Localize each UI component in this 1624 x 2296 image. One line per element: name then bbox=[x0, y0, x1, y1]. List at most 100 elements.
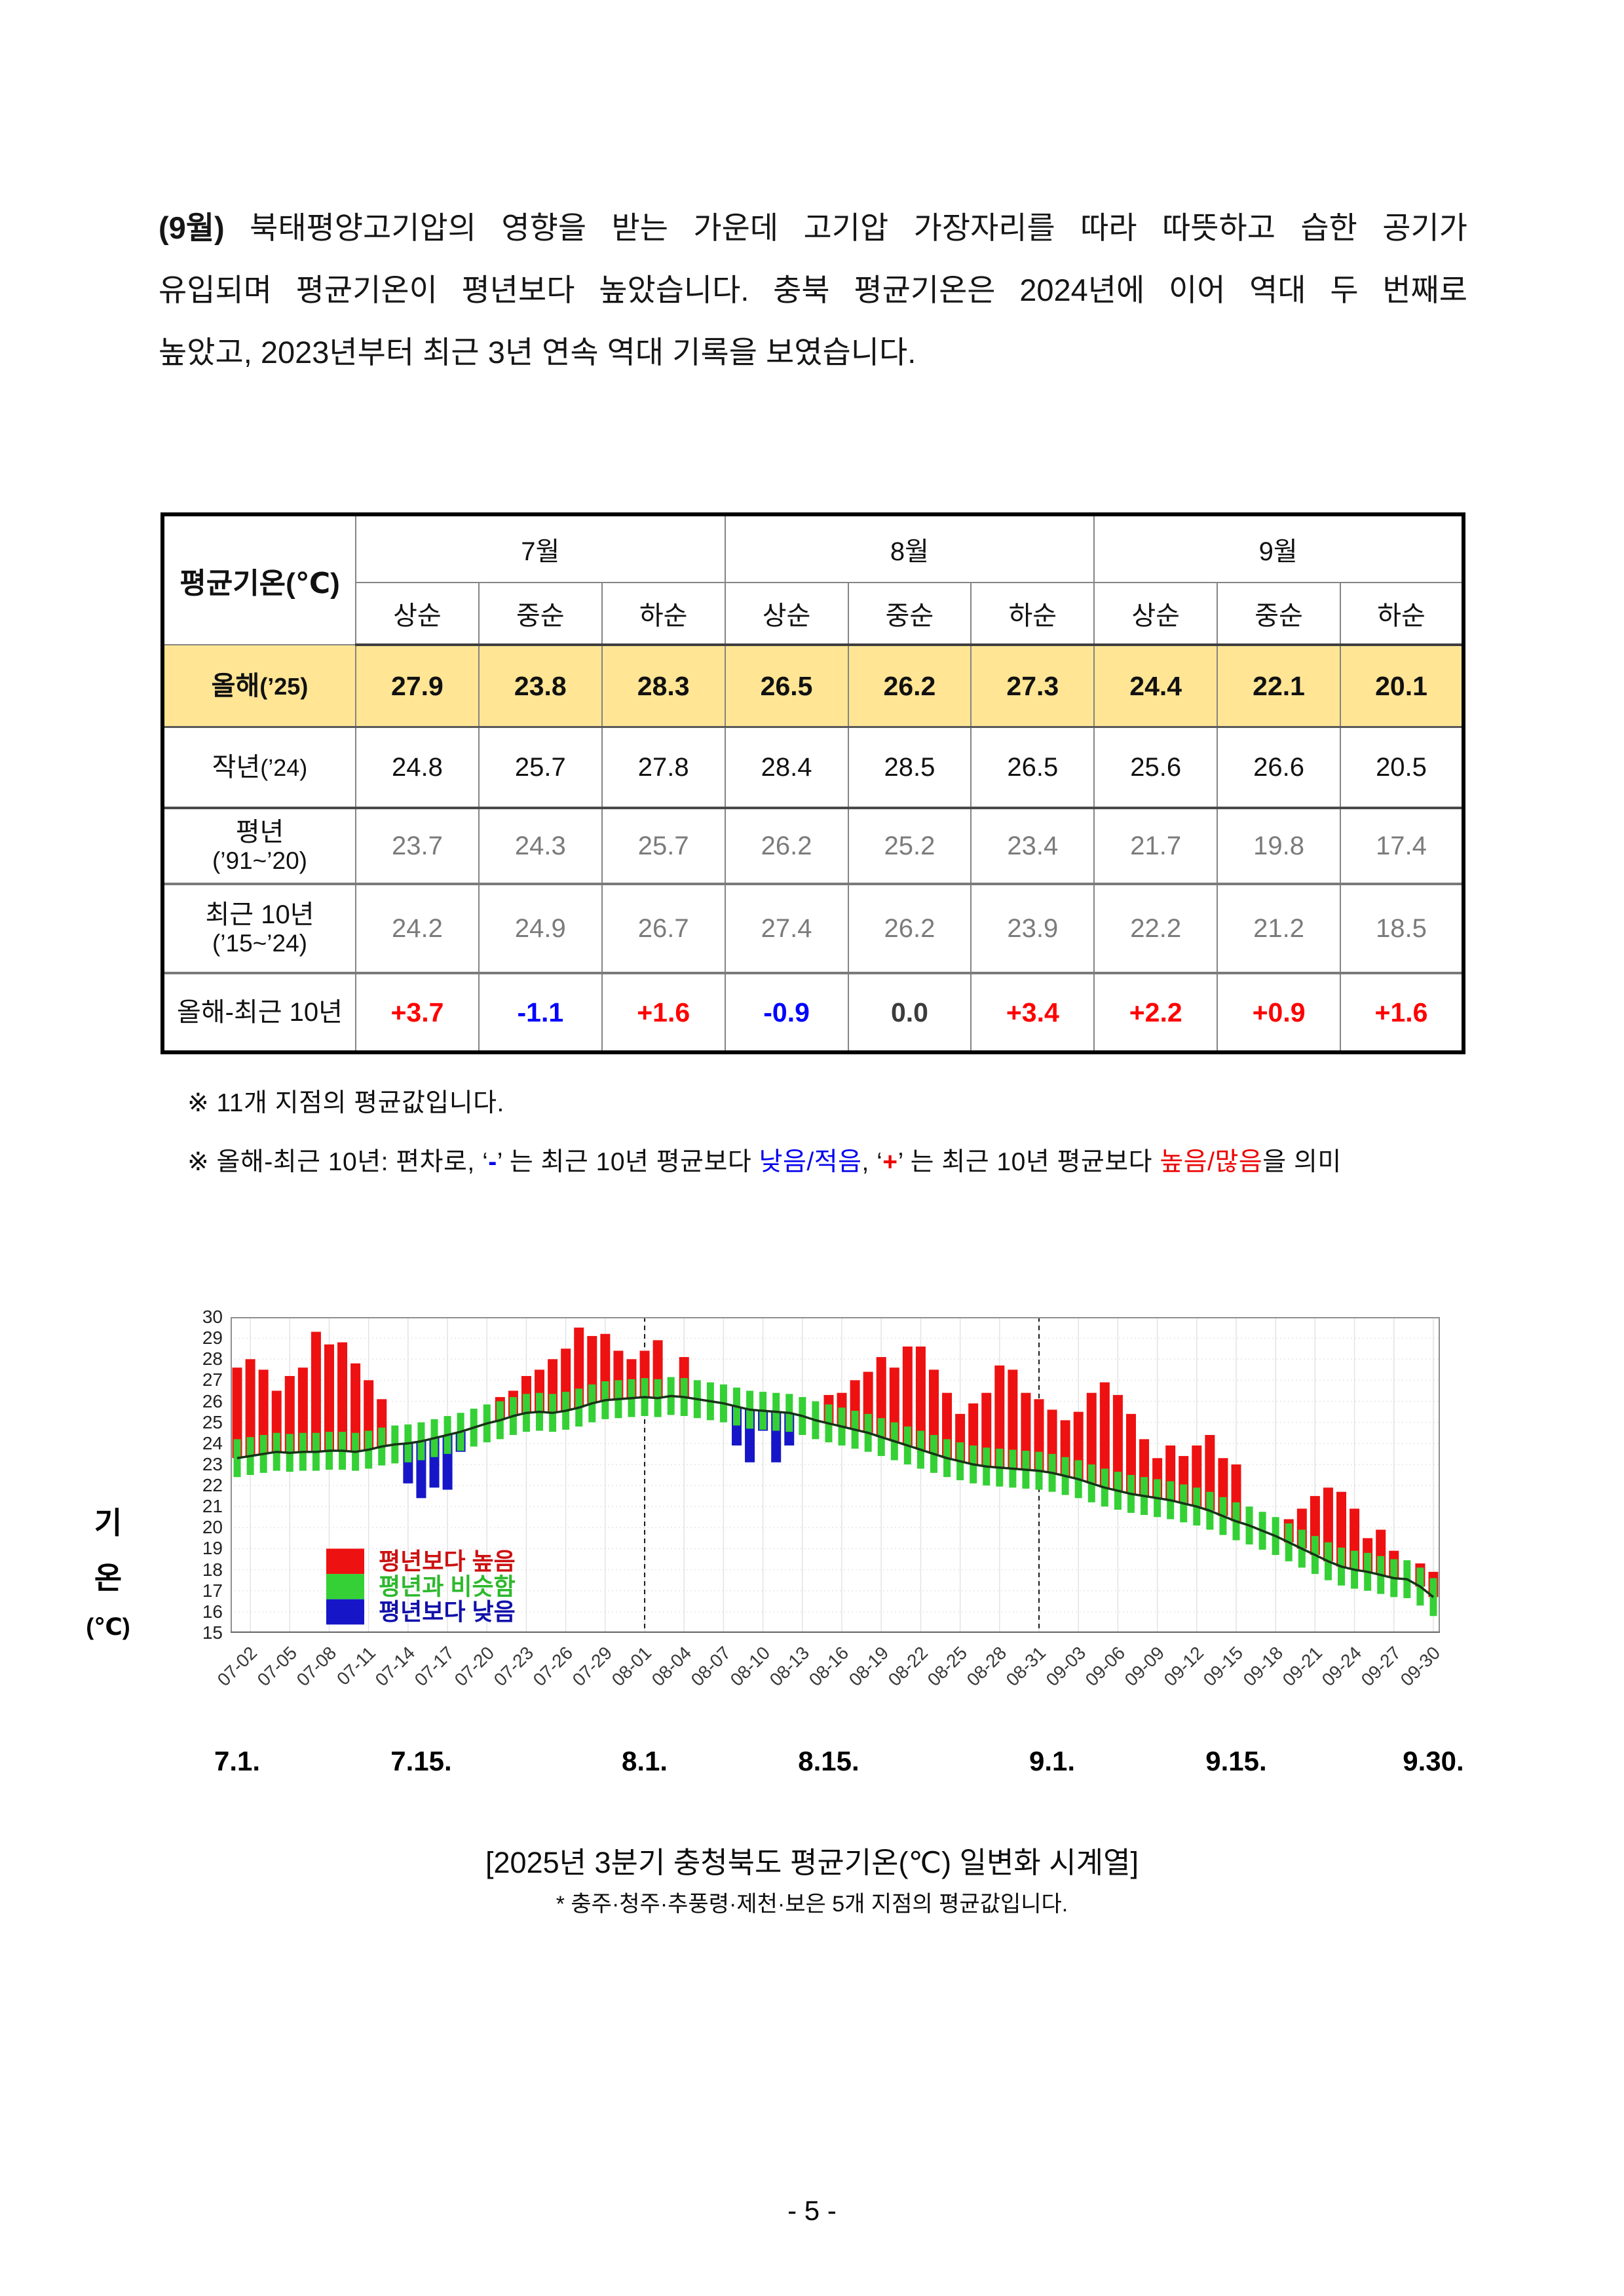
table-cell: +3.7 bbox=[355, 972, 480, 1053]
y-tick-label: 28 bbox=[202, 1349, 223, 1369]
x-axis-date-label: 8.15. bbox=[798, 1746, 859, 1776]
y-tick-label: 29 bbox=[202, 1328, 223, 1349]
period-header: 상순 bbox=[724, 582, 849, 646]
table-cell: 23.9 bbox=[970, 883, 1095, 974]
x-tick-label: 09-12 bbox=[1160, 1642, 1208, 1691]
table-cell: 28.5 bbox=[847, 726, 972, 809]
x-tick-label: 08-19 bbox=[844, 1642, 892, 1691]
x-axis-date-label: 7.15. bbox=[390, 1746, 452, 1776]
table-cell: 20.1 bbox=[1340, 644, 1464, 728]
table-cell: 26.5 bbox=[970, 726, 1095, 809]
bar-above-normal bbox=[915, 1346, 926, 1450]
page-number: - 5 - bbox=[787, 2195, 837, 2226]
x-tick-label: 08-13 bbox=[765, 1642, 814, 1691]
x-tick-label: 08-16 bbox=[805, 1642, 853, 1691]
table-cell: 27.8 bbox=[601, 726, 726, 809]
x-tick-label: 08-10 bbox=[726, 1642, 774, 1691]
table-cell: 18.5 bbox=[1340, 883, 1464, 974]
paragraph-line: 높았고, 2023년부터 최근 3년 연속 역대 기록을 보였습니다. bbox=[159, 335, 916, 370]
bar-above-normal bbox=[1112, 1394, 1123, 1491]
bar-above-normal bbox=[1125, 1413, 1136, 1494]
period-header: 하순 bbox=[970, 582, 1095, 646]
table-cell: 23.4 bbox=[970, 807, 1095, 885]
table-cell: 17.4 bbox=[1340, 807, 1464, 885]
table-cell: 25.6 bbox=[1093, 726, 1218, 809]
bar-above-normal bbox=[245, 1359, 255, 1457]
table-cell: 26.2 bbox=[847, 644, 972, 728]
row-label: 작년(’24) bbox=[162, 726, 356, 809]
x-tick-label: 07-11 bbox=[333, 1642, 380, 1689]
table-cell: 24.4 bbox=[1093, 644, 1218, 728]
bar-above-normal bbox=[1086, 1392, 1097, 1483]
y-tick-label: 27 bbox=[202, 1369, 223, 1390]
table-cell: 26.2 bbox=[847, 883, 972, 974]
row-label-sub: (’15~’24) bbox=[212, 929, 307, 957]
header-row-months: 평균기온(℃) 7월 8월 9월 bbox=[162, 514, 1464, 645]
x-tick-label: 07-17 bbox=[411, 1642, 459, 1691]
table-cell: 28.4 bbox=[724, 726, 849, 809]
x-tick-label: 07-08 bbox=[292, 1642, 341, 1691]
y-tick-label: 16 bbox=[202, 1601, 223, 1622]
period-header: 상순 bbox=[355, 582, 480, 646]
x-tick-label: 07-02 bbox=[214, 1642, 261, 1691]
bar-above-normal bbox=[902, 1346, 913, 1446]
row-label-suffix: (’25) bbox=[259, 672, 309, 700]
table-cell: 26.7 bbox=[601, 883, 726, 974]
header-row-periods: 상순 중순 하순 상순 중순 하순 상순 중순 하순 bbox=[162, 582, 1464, 646]
row-label-text: 최근 10년 bbox=[205, 900, 314, 929]
table-cell: 26.2 bbox=[724, 807, 849, 885]
y-tick-label: 17 bbox=[202, 1580, 223, 1601]
y-axis-title-char: 기 bbox=[94, 1506, 123, 1540]
table-cell: 25.7 bbox=[601, 807, 726, 885]
note-text: ※ 11개 지점의 평균값입니다. bbox=[187, 1089, 504, 1117]
note-text: 을 의미 bbox=[1262, 1148, 1342, 1176]
table-cell: 27.4 bbox=[724, 883, 849, 974]
legend-swatch bbox=[326, 1574, 364, 1599]
bar-above-normal bbox=[574, 1328, 584, 1408]
note-text: 높음/많음 bbox=[1160, 1148, 1263, 1176]
x-tick-label: 07-23 bbox=[489, 1642, 538, 1691]
x-axis-date-label: 9.15. bbox=[1205, 1746, 1267, 1776]
normal-temperature-line bbox=[236, 1394, 1435, 1598]
note-text: ※ 올해-최근 10년: 편차로, ‘ bbox=[187, 1148, 489, 1176]
paragraph-line: 유입되며 평균기온이 평년보다 높았습니다. 충북 평균기온은 2024년에 이… bbox=[159, 273, 1467, 307]
month-header: 9월 bbox=[1093, 514, 1464, 583]
row-label: 올해-최근 10년 bbox=[162, 972, 356, 1053]
table-cell: 26.5 bbox=[724, 644, 849, 728]
x-tick-label: 07-14 bbox=[371, 1642, 419, 1691]
table-row-last-year: 작년(’24) 24.8 25.7 27.8 28.4 28.5 26.5 25.6 26.6 2… bbox=[162, 726, 1464, 809]
period-header: 중순 bbox=[847, 582, 972, 646]
bar-above-normal bbox=[1008, 1369, 1018, 1469]
x-axis-date-label: 9.1. bbox=[1029, 1746, 1076, 1776]
row-label-sub: (’91~’20) bbox=[212, 847, 307, 874]
month-header: 8월 bbox=[724, 514, 1095, 583]
bar-above-normal bbox=[311, 1331, 321, 1452]
row-label-text: 올해-최근 10년 bbox=[177, 998, 343, 1027]
x-tick-label: 09-15 bbox=[1199, 1642, 1247, 1691]
period-header: 하순 bbox=[1340, 582, 1464, 646]
x-tick-label: 08-31 bbox=[1002, 1642, 1050, 1691]
bar-above-normal bbox=[232, 1368, 242, 1459]
table-cell: 0.0 bbox=[847, 972, 972, 1053]
y-tick-label: 23 bbox=[202, 1453, 223, 1474]
x-tick-label: 08-01 bbox=[608, 1642, 656, 1691]
table-cell: 24.9 bbox=[478, 883, 603, 974]
bar-above-normal bbox=[928, 1369, 939, 1454]
temperature-table-wrap: 평균기온(℃) 7월 8월 9월 상순 중순 하순 상순 중순 하순 상순 중순 하순 올해(’25) 27… bbox=[161, 512, 1465, 1054]
table-cell: +0.9 bbox=[1217, 972, 1341, 1053]
y-axis-title-unit: (℃) bbox=[86, 1613, 130, 1640]
chart-caption: [2025년 3분기 충청북도 평균기온(℃) 일변화 시계열] bbox=[485, 1846, 1139, 1879]
period-header: 중순 bbox=[1217, 582, 1341, 646]
x-axis-date-label: 8.1. bbox=[622, 1746, 668, 1776]
x-tick-label: 07-29 bbox=[568, 1642, 616, 1691]
row-label-text: 작년(’24) bbox=[212, 753, 308, 782]
y-tick-label: 21 bbox=[202, 1496, 223, 1517]
y-axis-title-char: 온 bbox=[94, 1561, 123, 1595]
table-cell: 24.8 bbox=[355, 726, 480, 809]
table-note-deviation: ※ 올해-최근 10년: 편차로, ‘-’ 는 최근 10년 평균보다 낮음/적… bbox=[187, 1141, 1342, 1178]
table-cell: 25.7 bbox=[478, 726, 603, 809]
row-label: 평년 (’91~’20) bbox=[162, 807, 356, 885]
